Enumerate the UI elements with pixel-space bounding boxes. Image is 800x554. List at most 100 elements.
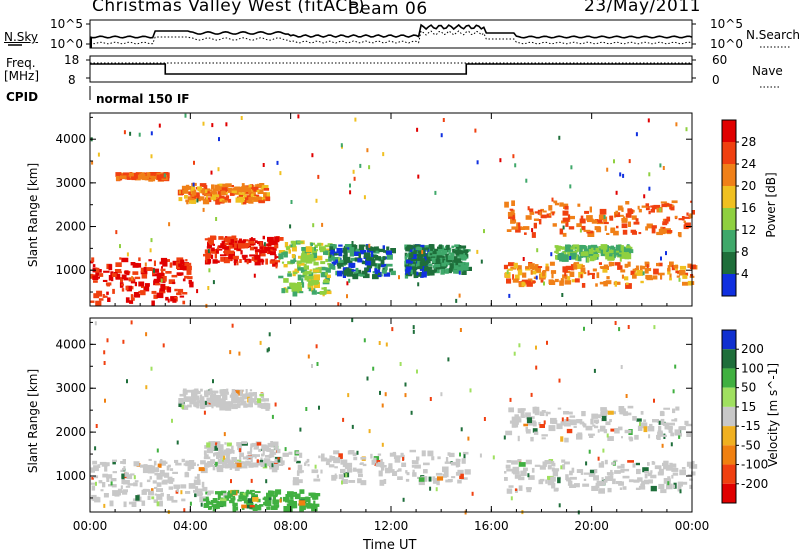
velocity-cell bbox=[249, 489, 255, 492]
power-cell bbox=[405, 266, 412, 273]
velocity-cell bbox=[196, 400, 202, 404]
power-speckle bbox=[160, 278, 163, 283]
velocity-cell bbox=[193, 479, 201, 486]
power-cell bbox=[278, 253, 284, 260]
power-cell bbox=[338, 259, 344, 263]
velocity-speckle bbox=[314, 464, 317, 469]
velocity-cell bbox=[606, 472, 614, 476]
velocity-cell bbox=[598, 488, 605, 494]
power-speckle bbox=[352, 169, 355, 174]
power-cell bbox=[323, 279, 330, 283]
power-cell bbox=[425, 245, 430, 250]
velocity-cell bbox=[235, 390, 243, 396]
power-cell bbox=[599, 208, 607, 215]
velocity-cell bbox=[357, 478, 362, 484]
power-cell bbox=[276, 237, 284, 241]
power-cell bbox=[625, 213, 632, 218]
velocity-cell bbox=[109, 500, 114, 507]
velocity-cell bbox=[505, 430, 513, 436]
power-cell bbox=[685, 272, 689, 276]
power-cell bbox=[303, 265, 309, 270]
velocity-speckle bbox=[483, 417, 486, 421]
power-cell bbox=[304, 255, 311, 260]
velocity-cell bbox=[665, 465, 672, 471]
velocity-cell bbox=[564, 437, 569, 443]
power-cell bbox=[507, 211, 513, 217]
power-speckle bbox=[340, 143, 343, 148]
velocity-cell bbox=[557, 407, 562, 410]
velocity-cell bbox=[396, 469, 399, 472]
velocity-cell bbox=[222, 493, 229, 498]
velocity-cell bbox=[589, 469, 596, 474]
velocity-cell bbox=[236, 404, 241, 409]
power-cell bbox=[207, 259, 212, 264]
power-cell bbox=[249, 254, 256, 257]
velocity-cell bbox=[212, 390, 219, 394]
velocity-cell bbox=[285, 498, 289, 503]
velocity-cell bbox=[389, 452, 397, 457]
velocity-cell bbox=[462, 451, 469, 455]
power-speckle bbox=[512, 154, 515, 159]
velocity-cell bbox=[231, 490, 237, 495]
velocity-speckle bbox=[530, 392, 533, 397]
velocity-cell bbox=[146, 479, 151, 483]
velocity-cell bbox=[288, 451, 293, 455]
power-cell bbox=[242, 239, 246, 243]
noise-left-tick-bottom: 10^0 bbox=[50, 37, 83, 51]
velocity-cell bbox=[208, 446, 215, 451]
power-speckle bbox=[646, 264, 649, 269]
power-speckle bbox=[398, 275, 400, 280]
power-cell bbox=[177, 288, 184, 293]
velocity-cell bbox=[333, 450, 340, 455]
power-cell bbox=[559, 280, 564, 286]
velocity-speckle bbox=[518, 343, 521, 348]
power-cell bbox=[524, 232, 527, 235]
power-cell bbox=[191, 200, 197, 204]
power-cell bbox=[589, 206, 592, 213]
power-speckle bbox=[129, 131, 132, 136]
power-cell bbox=[564, 270, 567, 277]
power-speckle bbox=[628, 159, 631, 164]
power-cell bbox=[153, 294, 158, 299]
power-cell bbox=[365, 257, 373, 261]
power-speckle bbox=[349, 190, 352, 195]
time-tick-label: 20:00 bbox=[574, 519, 609, 533]
velocity-cell bbox=[509, 420, 515, 424]
velocity-cell bbox=[671, 467, 679, 472]
velocity-cell bbox=[530, 416, 535, 419]
power-cell bbox=[257, 259, 265, 263]
velocity-cell bbox=[628, 436, 633, 440]
power-cell bbox=[146, 172, 151, 178]
velocity-cell bbox=[131, 501, 137, 507]
velocity-cell bbox=[211, 504, 217, 508]
power-cell bbox=[526, 281, 533, 287]
power-cell bbox=[177, 265, 184, 270]
power-cell bbox=[661, 203, 667, 208]
velocity-cell bbox=[580, 469, 584, 475]
power-cell bbox=[224, 257, 232, 262]
velocity-cell bbox=[226, 388, 229, 393]
power-cell bbox=[306, 257, 313, 264]
velocity-cell bbox=[216, 501, 222, 507]
noise-right-tick-top: 10^5 bbox=[710, 17, 743, 31]
velocity-cell bbox=[566, 477, 572, 482]
power-cell bbox=[587, 231, 595, 237]
velocity-cell bbox=[556, 423, 563, 430]
power-cell bbox=[583, 229, 591, 232]
velocity-cell bbox=[449, 452, 455, 458]
power-cell bbox=[606, 232, 610, 235]
velocity-cell bbox=[338, 474, 344, 480]
velocity-cell bbox=[188, 463, 195, 469]
velocity-speckle bbox=[223, 455, 226, 460]
power-cell bbox=[651, 225, 657, 229]
power-speckle bbox=[660, 256, 662, 261]
power-cell bbox=[343, 269, 349, 276]
power-speckle bbox=[417, 174, 420, 179]
power-cell bbox=[676, 275, 680, 278]
velocity-cell bbox=[622, 475, 630, 479]
power-cell bbox=[624, 276, 629, 281]
power-cell bbox=[159, 261, 163, 265]
velocity-cell bbox=[374, 457, 377, 464]
power-speckle bbox=[550, 252, 553, 257]
power-cell bbox=[237, 243, 243, 246]
